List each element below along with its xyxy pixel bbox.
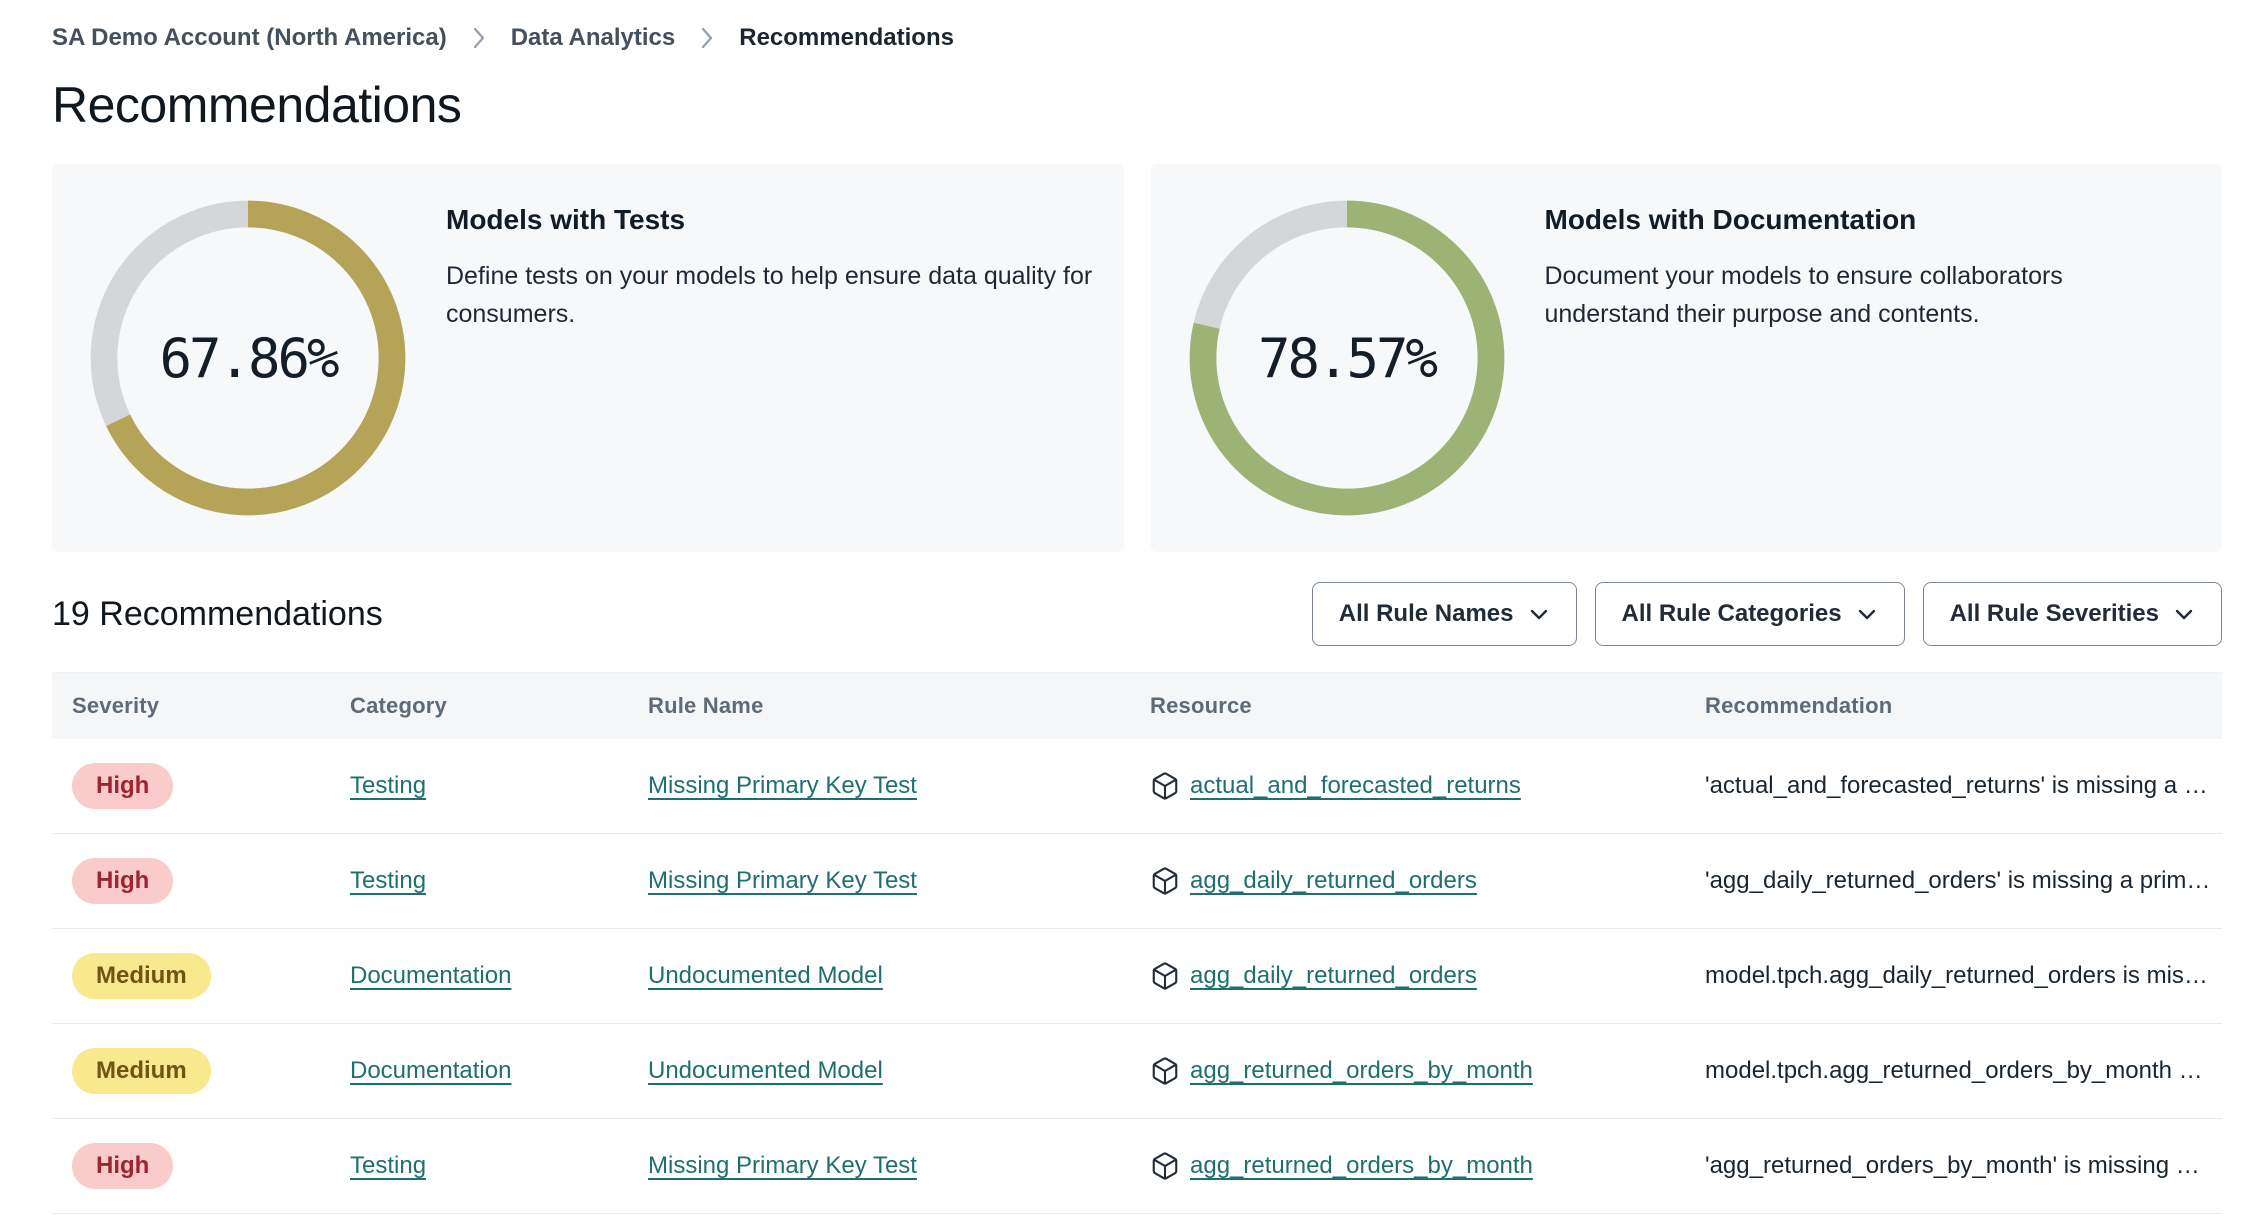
category-link[interactable]: Testing — [350, 867, 427, 894]
rule-name-link[interactable]: Missing Primary Key Test — [648, 772, 917, 799]
table-row: High Testing Missing Primary Key Test ag… — [52, 1119, 2222, 1214]
chevron-right-icon — [699, 25, 715, 51]
severity-badge: High — [72, 763, 174, 809]
table-row: High Testing Missing Primary Key Test ag… — [52, 834, 2222, 929]
model-cube-icon — [1150, 771, 1180, 801]
resource-link[interactable]: agg_returned_orders_by_month — [1190, 1152, 1533, 1179]
column-header-recommendation: Recommendation — [1705, 693, 1893, 718]
chevron-down-icon — [1856, 603, 1878, 625]
model-cube-icon — [1150, 1056, 1180, 1086]
column-header-rule-name: Rule Name — [648, 693, 764, 718]
model-cube-icon — [1150, 866, 1180, 896]
recommendations-table: Severity Category Rule Name Resource Rec… — [52, 672, 2222, 1214]
breadcrumb-current: Recommendations — [739, 24, 954, 51]
chevron-down-icon — [1528, 603, 1550, 625]
card-description: Document your models to ensure collabora… — [1544, 262, 2063, 328]
rule-name-link[interactable]: Missing Primary Key Test — [648, 867, 917, 894]
recommendation-text: 'actual_and_forecasted_returns' is missi… — [1705, 772, 2208, 799]
filter-label: All Rule Categories — [1621, 600, 1842, 627]
rule-names-filter-dropdown[interactable]: All Rule Names — [1311, 582, 1577, 646]
resource-link[interactable]: agg_daily_returned_orders — [1190, 962, 1477, 989]
card-description: Define tests on your models to help ensu… — [446, 262, 1093, 328]
model-cube-icon — [1150, 961, 1180, 991]
table-row: Medium Documentation Undocumented Model … — [52, 929, 2222, 1024]
table-row: High Testing Missing Primary Key Test ac… — [52, 739, 2222, 834]
models-with-tests-card: 67.86% Models with Tests Define tests on… — [52, 164, 1124, 552]
recommendation-text: model.tpch.agg_daily_returned_orders is … — [1705, 962, 2208, 989]
severity-badge: Medium — [72, 1048, 211, 1094]
column-header-category: Category — [350, 693, 447, 718]
filter-label: All Rule Severities — [1949, 600, 2159, 627]
filter-bar: All Rule Names All Rule Categories All R… — [1311, 582, 2222, 646]
resource-link[interactable]: agg_daily_returned_orders — [1190, 867, 1477, 894]
documentation-percent-label: 78.57% — [1257, 326, 1438, 390]
recommendation-text: 'agg_returned_orders_by_month' is missin… — [1705, 1152, 2200, 1179]
documentation-donut-chart: 78.57% — [1187, 198, 1507, 518]
table-row: Medium Documentation Undocumented Model … — [52, 1024, 2222, 1119]
resource-link[interactable]: actual_and_forecasted_returns — [1190, 772, 1521, 799]
category-link[interactable]: Documentation — [350, 962, 512, 989]
tests-percent-label: 67.86% — [159, 326, 339, 390]
severity-badge: Medium — [72, 953, 211, 999]
breadcrumb-account-link[interactable]: SA Demo Account (North America) — [52, 24, 447, 51]
severity-badge: High — [72, 858, 174, 904]
model-cube-icon — [1150, 1151, 1180, 1181]
recommendation-text: model.tpch.agg_returned_orders_by_month … — [1705, 1057, 2203, 1084]
chevron-right-icon — [471, 25, 487, 51]
list-header: 19 Recommendations All Rule Names All Ru… — [52, 582, 2222, 646]
column-header-resource: Resource — [1150, 693, 1252, 718]
filter-label: All Rule Names — [1338, 600, 1514, 627]
page-title: Recommendations — [52, 77, 462, 133]
rule-categories-filter-dropdown[interactable]: All Rule Categories — [1594, 582, 1905, 646]
metric-cards: 67.86% Models with Tests Define tests on… — [52, 164, 2222, 552]
category-link[interactable]: Testing — [350, 772, 427, 799]
card-title: Models with Tests — [446, 204, 686, 235]
resource-link[interactable]: agg_returned_orders_by_month — [1190, 1057, 1533, 1084]
models-with-documentation-card: 78.57% Models with Documentation Documen… — [1150, 164, 2222, 552]
rule-name-link[interactable]: Undocumented Model — [648, 1057, 883, 1084]
table-body: High Testing Missing Primary Key Test ac… — [52, 739, 2222, 1214]
severity-badge: High — [72, 1143, 174, 1189]
card-title: Models with Documentation — [1544, 204, 1917, 235]
breadcrumb-project-link[interactable]: Data Analytics — [510, 24, 676, 51]
category-link[interactable]: Documentation — [350, 1057, 512, 1084]
rule-severities-filter-dropdown[interactable]: All Rule Severities — [1922, 582, 2222, 646]
recommendation-text: 'agg_daily_returned_orders' is missing a… — [1705, 867, 2211, 894]
tests-donut-chart: 67.86% — [88, 198, 408, 518]
table-header-row: Severity Category Rule Name Resource Rec… — [52, 673, 2222, 739]
recommendations-count-heading: 19 Recommendations — [52, 594, 383, 633]
category-link[interactable]: Testing — [350, 1152, 427, 1179]
breadcrumb: SA Demo Account (North America) Data Ana… — [52, 24, 2222, 52]
column-header-severity: Severity — [72, 693, 160, 718]
rule-name-link[interactable]: Undocumented Model — [648, 962, 883, 989]
rule-name-link[interactable]: Missing Primary Key Test — [648, 1152, 917, 1179]
chevron-down-icon — [2173, 603, 2195, 625]
